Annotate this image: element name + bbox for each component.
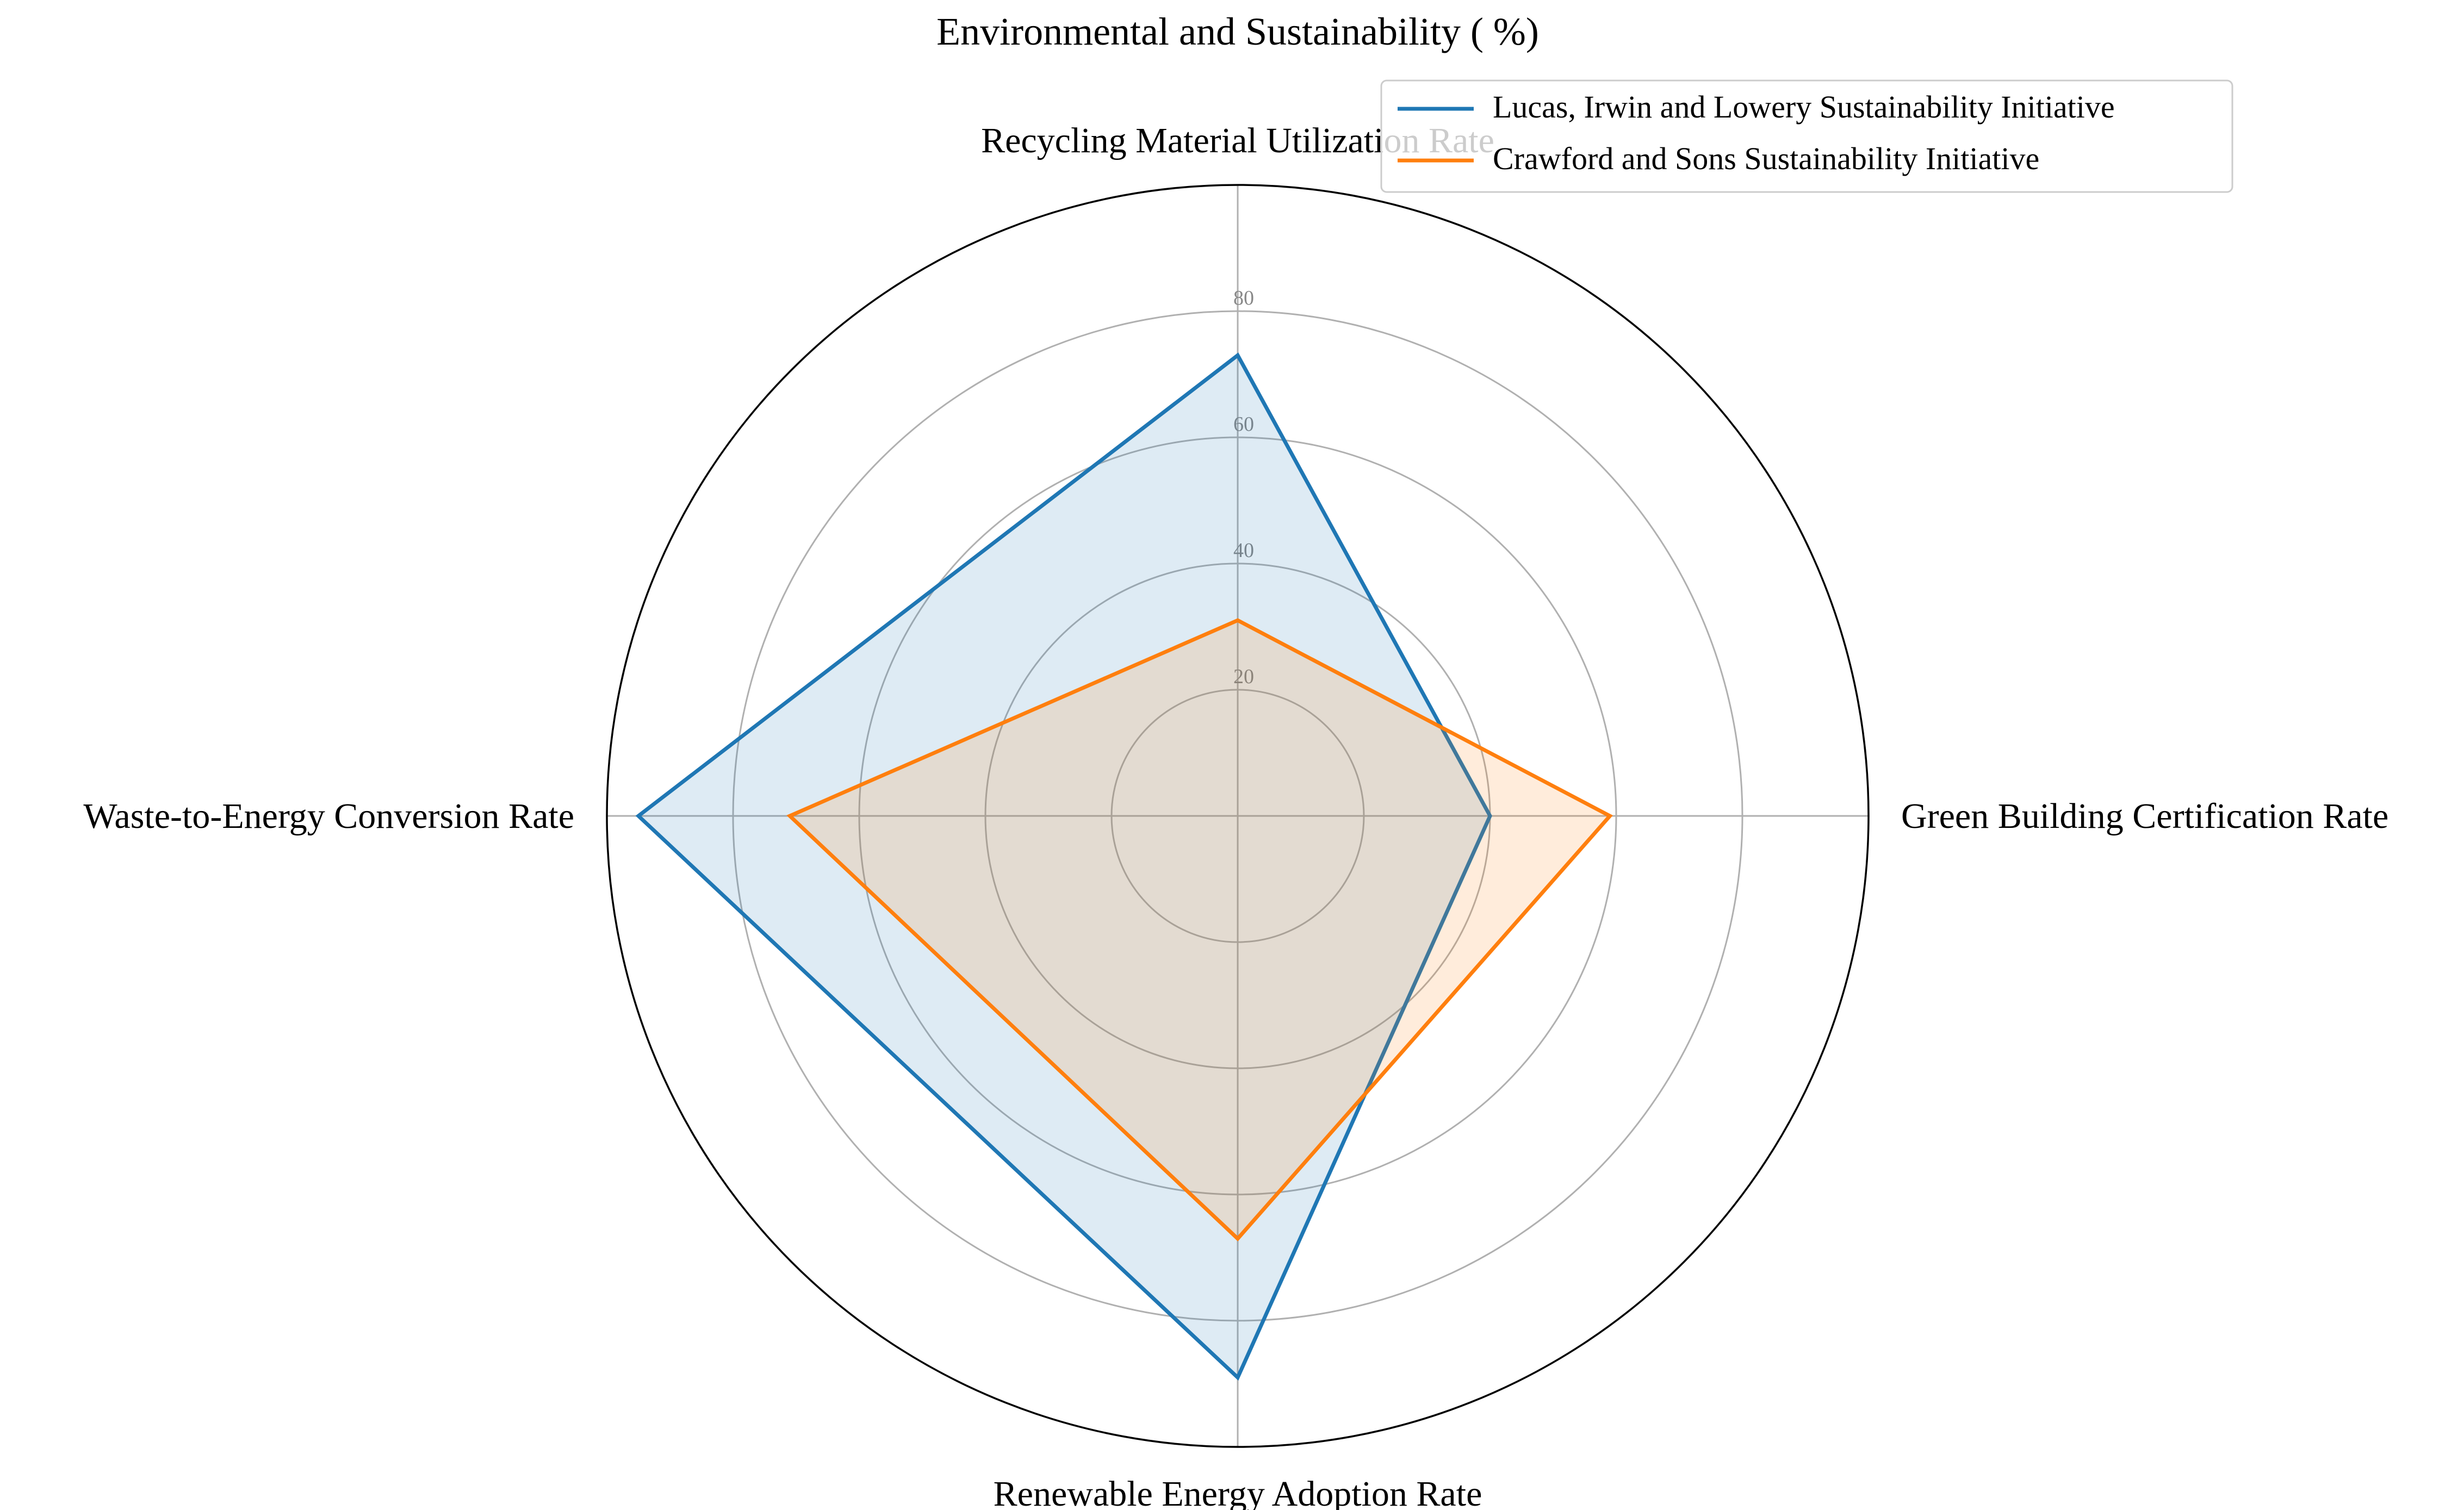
radial-tick-label-60: 60 [1233,413,1254,436]
radial-tick-label-40: 40 [1233,539,1254,562]
legend-label-lucas: Lucas, Irwin and Lowery Sustainability I… [1493,89,2115,125]
legend: Lucas, Irwin and Lowery Sustainability I… [1380,79,2233,193]
radial-grid: 20 40 60 80 [606,184,1870,1448]
radial-tick-label-80: 80 [1233,287,1254,310]
radial-tick-label-20: 20 [1233,665,1254,688]
series-fill-0 [638,355,1490,1378]
category-label-1: Green Building Certification Rate [1901,796,2388,836]
outer-frame [606,184,1870,1448]
series-layer [635,352,1613,1381]
category-label-3: Waste-to-Energy Conversion Rate [83,796,574,836]
legend-label-crawford: Crawford and Sons Sustainability Initiat… [1493,141,2039,176]
chart-title: Environmental and Sustainability ( %) [936,10,1539,53]
legend-box [1380,79,2233,193]
series-fill-1 [790,620,1610,1239]
category-label-2: Renewable Energy Adoption Rate [994,1474,1482,1510]
